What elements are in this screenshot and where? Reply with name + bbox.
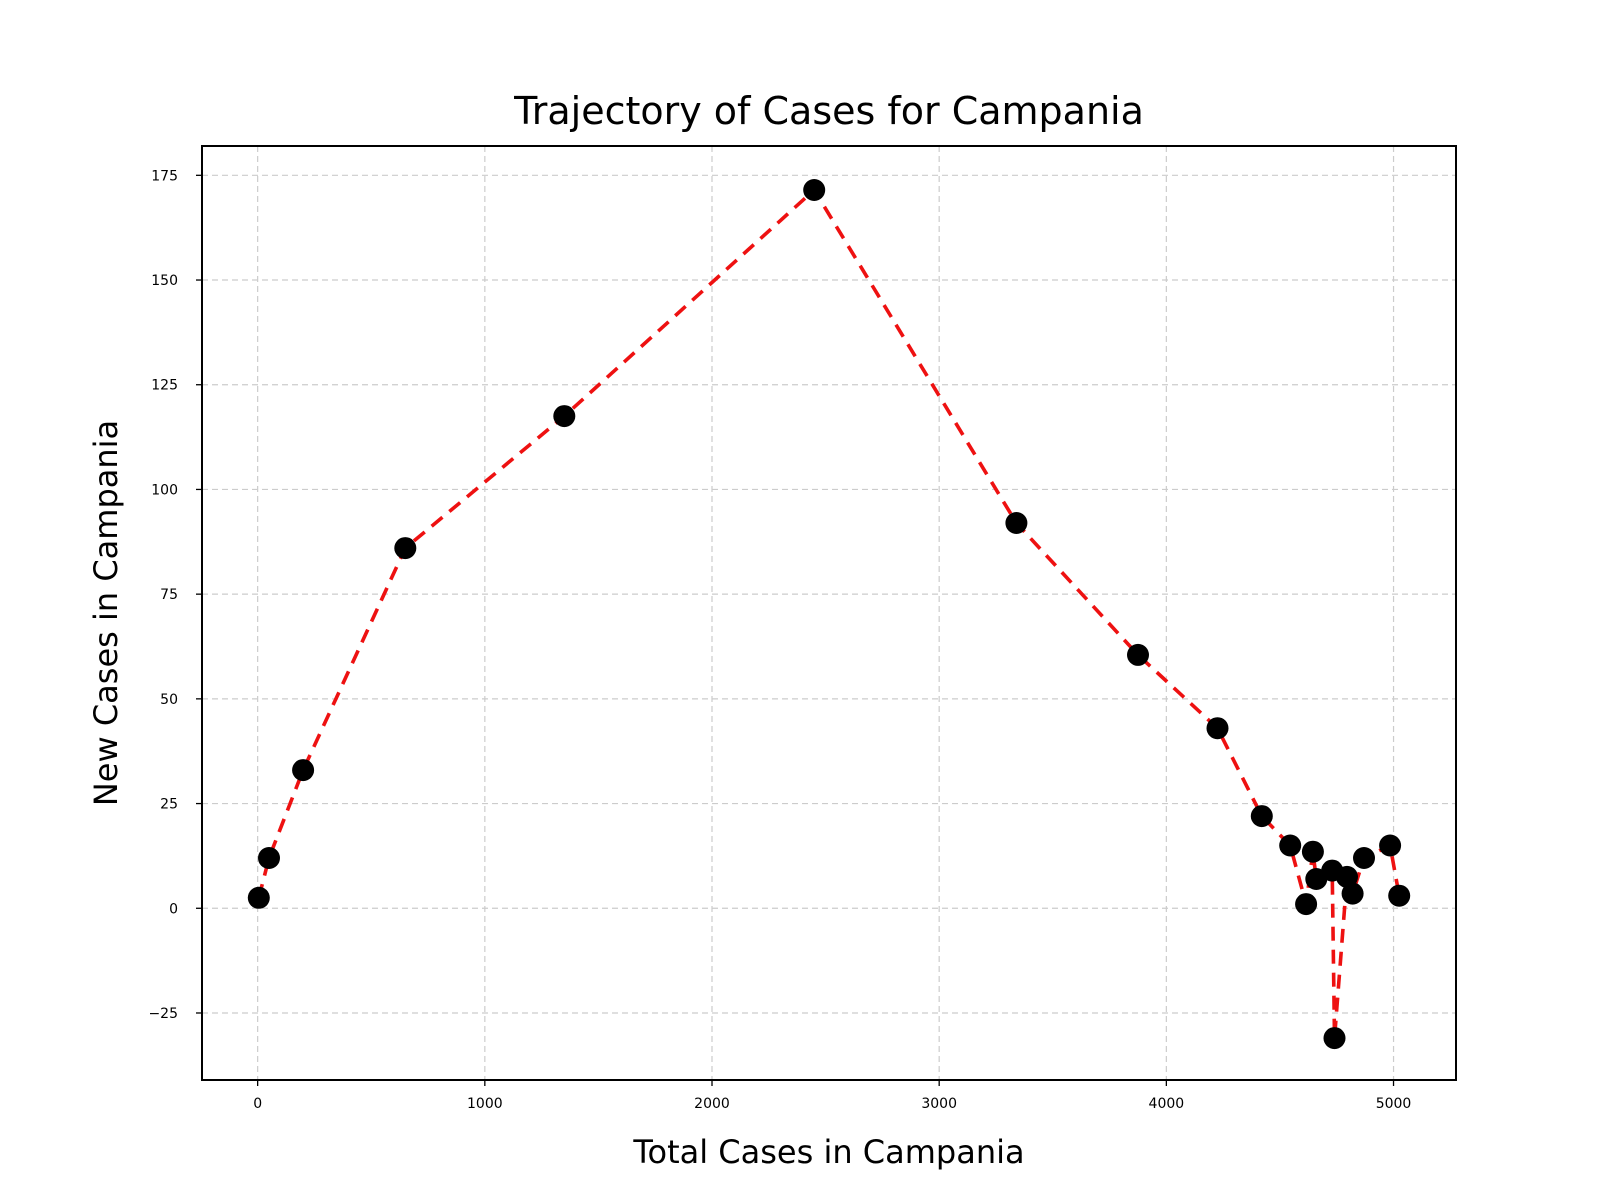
data-point <box>1353 847 1375 869</box>
data-point <box>1301 840 1324 863</box>
y-axis-label: New Cases in Campania <box>87 420 125 806</box>
data-point <box>1341 882 1364 905</box>
y-tick-label: 25 <box>160 797 178 813</box>
y-tick-label: 150 <box>151 273 178 289</box>
ticks: 0 1000 2000 3000 4000 5000 −25 0 25 50 75 100 125 150… <box>148 168 1411 1112</box>
grid <box>202 146 1456 1080</box>
plot-frame <box>201 145 1457 1081</box>
y-tick-label: 175 <box>151 168 178 184</box>
data-point <box>1295 893 1318 916</box>
y-tick-label: 125 <box>151 378 178 394</box>
data-point <box>553 405 576 428</box>
x-tick-label: 4000 <box>1149 1096 1185 1112</box>
y-tick-label: 75 <box>160 587 178 603</box>
data-point <box>1005 512 1028 534</box>
x-tick-label: 2000 <box>694 1096 730 1112</box>
data-point <box>1206 717 1229 740</box>
data-point <box>1379 834 1402 857</box>
data-point <box>1388 884 1411 907</box>
series-line <box>257 188 1401 1040</box>
x-tick-label: 1000 <box>467 1096 503 1112</box>
data-point <box>1279 834 1302 857</box>
data-point <box>1336 865 1358 888</box>
data-point <box>1127 643 1149 666</box>
y-tick-label: −25 <box>148 1006 178 1022</box>
data-point <box>1323 1027 1346 1050</box>
data-point <box>258 847 280 869</box>
y-tick-label: 0 <box>169 901 178 917</box>
y-tick-label: 100 <box>151 482 178 498</box>
x-tick-label: 3000 <box>921 1096 957 1112</box>
x-tick-label: 5000 <box>1376 1096 1412 1112</box>
data-point <box>803 179 826 201</box>
data-point <box>394 537 417 560</box>
data-point <box>1250 805 1273 828</box>
data-point <box>247 886 270 909</box>
data-point <box>292 759 315 782</box>
x-tick-label: 0 <box>253 1096 262 1112</box>
x-axis-label: Total Cases in Campania <box>632 1133 1024 1171</box>
series-group <box>247 179 1411 1050</box>
y-tick-label: 50 <box>160 692 178 708</box>
chart-title: Trajectory of Cases for Campania <box>513 89 1144 133</box>
